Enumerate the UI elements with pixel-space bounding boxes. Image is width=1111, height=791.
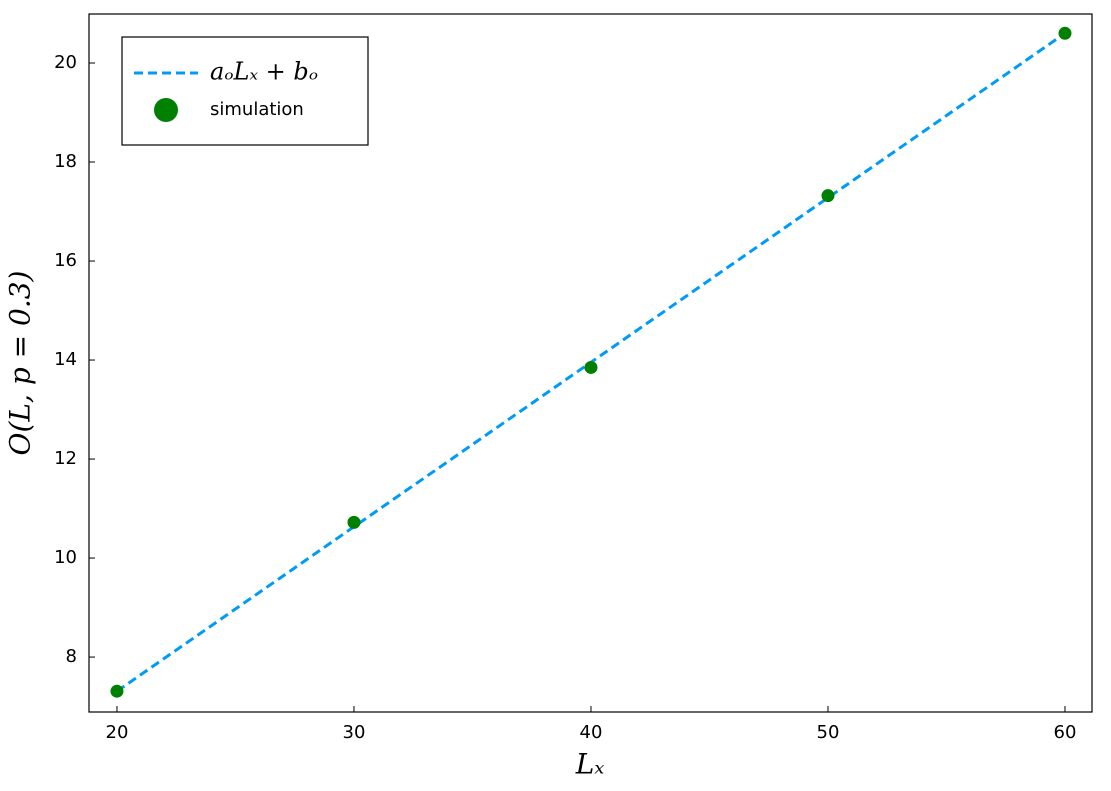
x-tick-label: 50 [817,722,840,743]
legend-box [121,36,369,146]
y-tick-label: 16 [54,250,77,271]
x-tick-label: 40 [580,722,603,743]
x-tick-label: 30 [343,722,366,743]
data-point [347,515,361,529]
y-tick-label: 14 [54,349,77,370]
y-tick-label: 8 [66,646,77,667]
y-tick-label: 10 [54,547,77,568]
data-point [584,360,598,374]
y-tick-label: 12 [54,448,77,469]
x-tick-label: 20 [106,722,129,743]
legend-label: aₒLₓ + bₒ [210,58,318,86]
data-point [1058,26,1072,40]
y-tick-label: 18 [54,151,77,172]
legend-label: simulation [210,99,304,120]
data-point [110,684,124,698]
x-tick-label: 60 [1054,722,1077,743]
data-point [821,189,835,203]
legend-symbol [154,98,178,122]
y-tick-label: 20 [54,52,77,73]
y-axis-label: O(L, p = 0.3) [4,271,37,456]
x-axis-label: Lₓ [575,748,605,781]
